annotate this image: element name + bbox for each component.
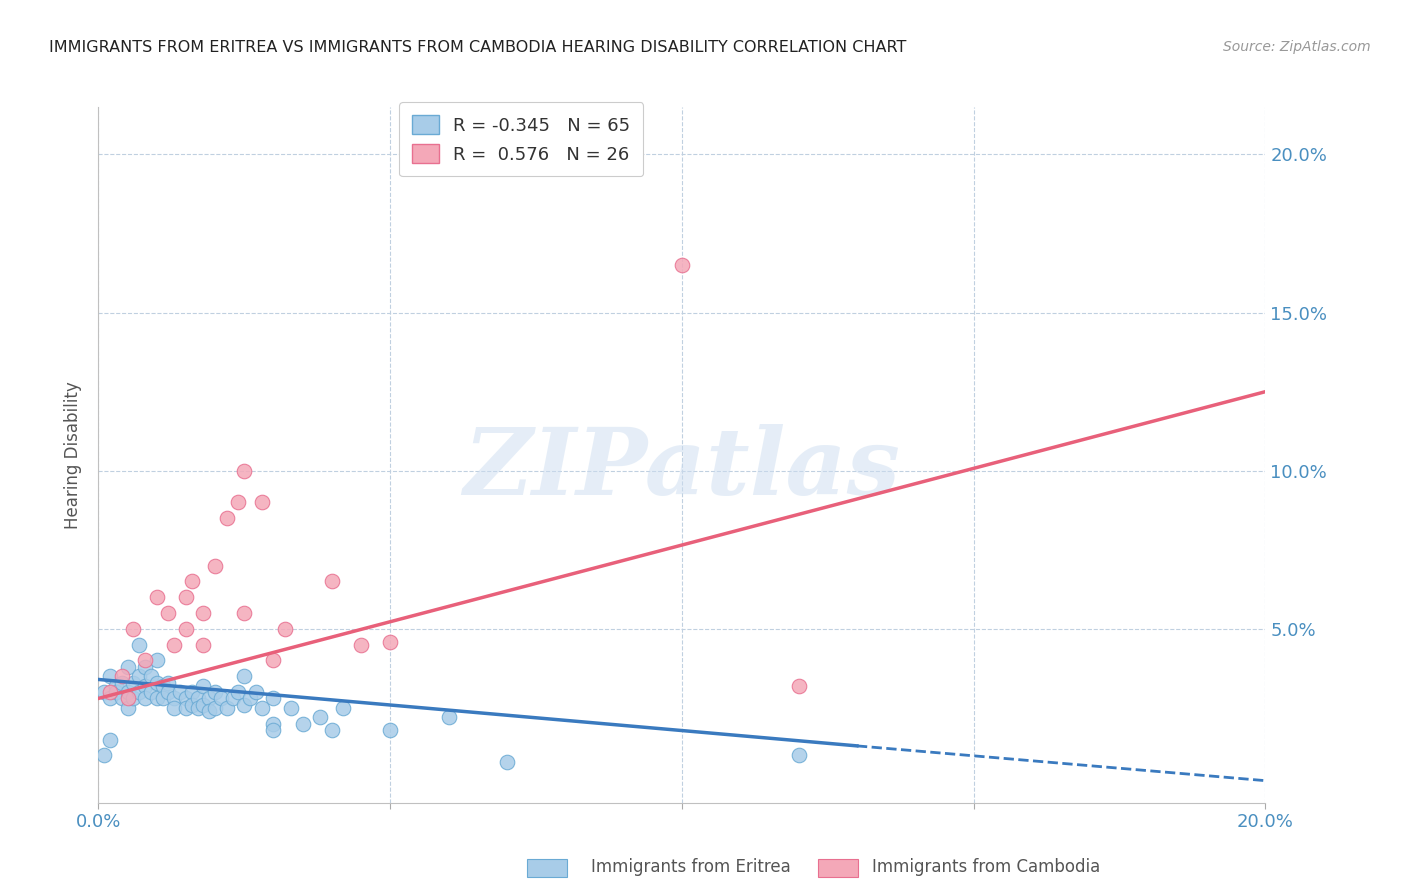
Point <box>193 606 215 620</box>
Point <box>180 698 202 712</box>
Point <box>98 685 121 699</box>
Point <box>262 716 284 731</box>
Point <box>233 606 256 620</box>
Point <box>134 660 156 674</box>
Point <box>104 685 127 699</box>
Point <box>198 704 221 718</box>
Point <box>128 638 150 652</box>
Point <box>93 685 115 699</box>
Point <box>122 675 145 690</box>
Point <box>262 723 284 737</box>
Point <box>378 634 402 648</box>
Point <box>250 495 273 509</box>
Point <box>117 691 139 706</box>
Point <box>146 675 169 690</box>
Point <box>111 691 134 706</box>
Point <box>111 675 134 690</box>
Point <box>437 710 460 724</box>
Point <box>309 710 332 724</box>
Point <box>134 679 156 693</box>
Point <box>321 574 343 589</box>
Point <box>122 691 145 706</box>
Point <box>128 669 150 683</box>
Point <box>122 622 145 636</box>
Point <box>250 701 273 715</box>
Point <box>221 691 243 706</box>
Point <box>93 748 115 763</box>
Text: IMMIGRANTS FROM ERITREA VS IMMIGRANTS FROM CAMBODIA HEARING DISABILITY CORRELATI: IMMIGRANTS FROM ERITREA VS IMMIGRANTS FR… <box>49 40 907 55</box>
Point <box>787 748 810 763</box>
Point <box>174 701 197 715</box>
Point <box>204 685 226 699</box>
Point <box>228 495 250 509</box>
Y-axis label: Hearing Disability: Hearing Disability <box>65 381 83 529</box>
Point <box>163 691 186 706</box>
Point <box>787 679 810 693</box>
Point <box>152 691 174 706</box>
Text: ZIPatlas: ZIPatlas <box>464 424 900 514</box>
Point <box>291 716 314 731</box>
Point <box>180 685 202 699</box>
Point <box>193 638 215 652</box>
Text: Immigrants from Eritrea: Immigrants from Eritrea <box>591 858 790 876</box>
Point <box>157 606 180 620</box>
Point <box>350 638 373 652</box>
Point <box>128 685 150 699</box>
Point <box>274 622 297 636</box>
Point <box>187 701 209 715</box>
Point <box>174 622 197 636</box>
Point <box>209 691 232 706</box>
Legend: R = -0.345   N = 65, R =  0.576   N = 26: R = -0.345 N = 65, R = 0.576 N = 26 <box>399 103 643 177</box>
Point <box>98 732 121 747</box>
Point <box>245 685 267 699</box>
Text: Source: ZipAtlas.com: Source: ZipAtlas.com <box>1223 40 1371 54</box>
Point <box>193 679 215 693</box>
Point <box>104 679 127 693</box>
Point <box>117 660 139 674</box>
Point <box>169 685 191 699</box>
Point <box>495 755 517 769</box>
Point <box>321 723 343 737</box>
Point <box>198 691 221 706</box>
Text: Immigrants from Cambodia: Immigrants from Cambodia <box>872 858 1099 876</box>
Point <box>193 698 215 712</box>
Point <box>139 669 162 683</box>
Point <box>139 685 162 699</box>
Point <box>163 701 186 715</box>
Point <box>215 701 238 715</box>
Point <box>239 691 262 706</box>
Point <box>233 698 256 712</box>
Point <box>233 464 256 478</box>
Point <box>134 691 156 706</box>
Point <box>332 701 354 715</box>
Point <box>187 691 209 706</box>
Point <box>146 653 169 667</box>
Point <box>152 679 174 693</box>
Point <box>98 691 121 706</box>
Point <box>111 669 134 683</box>
Point <box>98 669 121 683</box>
Point <box>134 653 156 667</box>
Point <box>146 691 169 706</box>
Point <box>180 574 202 589</box>
Point <box>262 653 284 667</box>
Point <box>671 258 693 272</box>
Point <box>378 723 402 737</box>
Point <box>174 691 197 706</box>
Point <box>233 669 256 683</box>
Point <box>215 511 238 525</box>
Point <box>163 638 186 652</box>
Point <box>280 701 302 715</box>
Point <box>262 691 284 706</box>
Point <box>146 591 169 605</box>
Point <box>117 685 139 699</box>
Point <box>228 685 250 699</box>
Point <box>157 675 180 690</box>
Point <box>117 701 139 715</box>
Point <box>204 558 226 573</box>
Point <box>174 591 197 605</box>
Point <box>157 685 180 699</box>
Point <box>204 701 226 715</box>
